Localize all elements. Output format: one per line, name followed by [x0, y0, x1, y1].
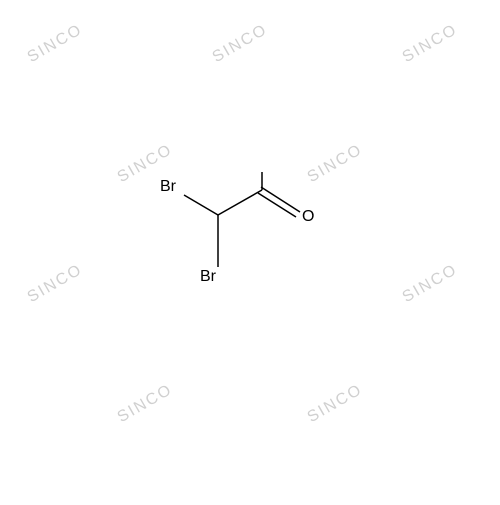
atom-br1: Br	[160, 178, 176, 196]
molecule-diagram: Br Br O	[0, 0, 500, 500]
atom-br2: Br	[200, 268, 216, 286]
bond-br1-c1	[184, 195, 218, 215]
atom-o: O	[302, 208, 314, 226]
molecule-svg	[0, 0, 500, 500]
bond-c1-c2	[218, 190, 262, 215]
bond-c2-o-1	[261, 187, 300, 212]
